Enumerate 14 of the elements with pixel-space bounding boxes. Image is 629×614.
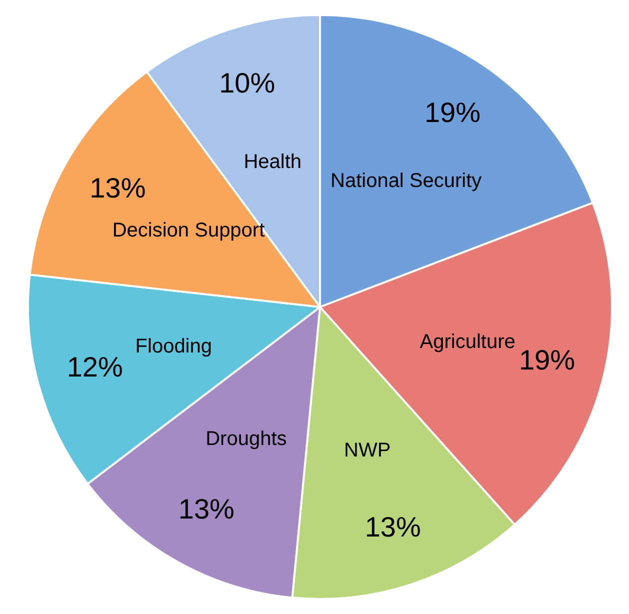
- data-label: 19%: [518, 344, 576, 376]
- slice-label: Agriculture: [420, 331, 516, 354]
- data-label: 19%: [424, 96, 480, 128]
- slice-label: Health: [244, 151, 302, 174]
- slice-label: Droughts: [206, 428, 287, 450]
- slice-label: NWP: [344, 440, 391, 462]
- data-label: 13%: [364, 511, 421, 542]
- slice-label: Decision Support: [112, 219, 266, 242]
- data-label: 13%: [90, 172, 146, 204]
- slice-label: National Security: [330, 170, 482, 192]
- data-label: 10%: [219, 67, 276, 98]
- data-label: 12%: [66, 352, 123, 383]
- data-label: 13%: [178, 494, 234, 525]
- slice-label: Flooding: [135, 336, 212, 358]
